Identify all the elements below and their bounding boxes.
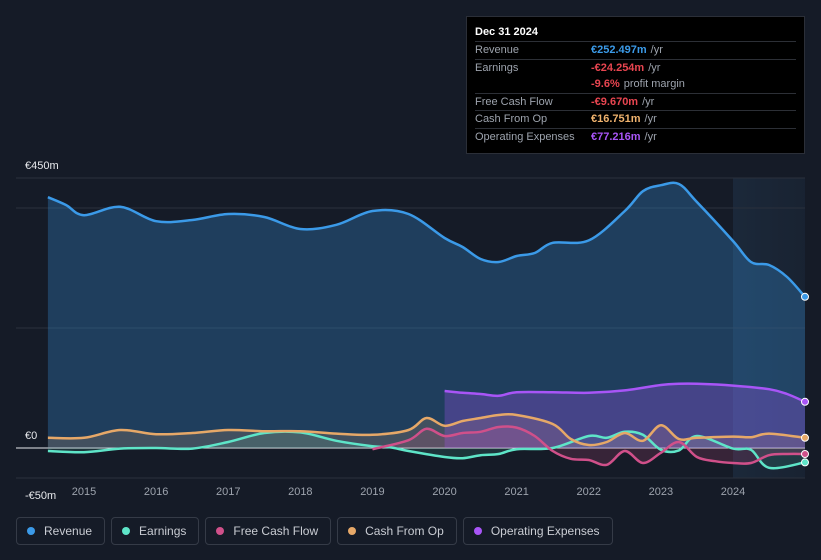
free-cash-flow-endpoint[interactable] [801,450,809,458]
legend: Revenue Earnings Free Cash Flow Cash From O… [16,517,613,545]
legend-dot-icon [27,527,35,535]
earnings-line [47,430,806,470]
tooltip-row: Operating Expenses €77.216m/yr [475,127,796,146]
legend-label: Free Cash Flow [233,524,319,538]
tooltip-row-label [475,76,591,93]
operating-expenses-area [444,383,805,448]
operating-expenses-line [444,382,806,403]
tooltip-row-label: Free Cash Flow [475,95,553,108]
tooltip-row-label: Cash From Op [475,113,548,126]
free-cash-flow-line [372,425,806,467]
tooltip-row: Cash From Op €16.751m/yr [475,110,796,128]
tooltip-row-unit: /yr [650,44,663,56]
tooltip-row-value: -€9.670m [591,95,639,108]
legend-label: Earnings [139,524,187,538]
tooltip-date: Dec 31 2024 [475,26,538,38]
tooltip-row-value: -€24.254m [591,61,645,74]
legend-label: Cash From Op [365,524,444,538]
tooltip-row: -9.6% profit margin [475,76,796,93]
operating-expenses-endpoint[interactable] [801,397,809,406]
cash-from-op-endpoint[interactable] [801,433,809,442]
legend-label: Revenue [44,524,93,538]
free-cash-flow-area [372,426,805,466]
x-tick-label: 2020 [432,486,456,498]
x-tick-label: 2023 [649,486,673,498]
revenue-area [47,182,805,448]
tooltip-row-label: Earnings [475,61,519,74]
y-tick-label: €0 [25,430,37,442]
legend-dot-icon [122,527,131,535]
legend-item-earnings[interactable]: Earnings [111,517,200,545]
x-tick-label: 2015 [72,486,96,498]
x-tick-label: 2022 [577,486,601,498]
tooltip-row: Revenue €252.497m/yr [475,41,796,59]
revenue-line [47,181,806,298]
tooltip-row-label: Revenue [475,44,520,56]
tooltip-row-unit: /yr [642,95,655,108]
x-tick-label: 2021 [504,486,528,498]
x-tick-label: 2024 [721,486,745,498]
tooltip-row: Earnings -€24.254m/yr [475,58,796,77]
x-tick-label: 2017 [216,486,240,498]
x-tick-label: 2019 [360,486,384,498]
tooltip-row-value: €252.497m [591,44,647,56]
legend-item-cash-from-op[interactable]: Cash From Op [337,517,457,545]
tooltip-row-value: €77.216m [591,130,641,143]
legend-item-free-cash-flow[interactable]: Free Cash Flow [205,517,332,545]
x-tick-label: 2016 [144,486,168,498]
earnings-endpoint[interactable] [801,458,809,467]
tooltip-row-value: -9.6% [591,78,620,91]
legend-dot-icon [216,527,225,535]
tooltip-row: Free Cash Flow -€9.670m/yr [475,92,796,111]
x-tick-label: 2018 [288,486,312,498]
revenue-endpoint[interactable] [801,292,809,301]
tooltip-row-unit: /yr [644,113,657,126]
legend-item-revenue[interactable]: Revenue [16,517,106,545]
legend-item-operating-expenses[interactable]: Operating Expenses [462,517,613,545]
y-tick-label: -€50m [25,490,56,502]
tooltip-row-value: €16.751m [591,113,641,126]
legend-dot-icon [473,527,482,535]
tooltip-row-unit: profit margin [623,78,685,91]
cash-from-op-line [47,412,806,447]
legend-dot-icon [348,527,357,535]
legend-label: Operating Expenses [490,524,600,538]
tooltip: Dec 31 2024 Revenue €252.497m/yr Earnings -… [466,16,805,154]
tooltip-row-label: Operating Expenses [475,130,575,143]
tooltip-row-unit: /yr [644,130,657,143]
tooltip-row-unit: /yr [648,61,661,74]
y-tick-label: €450m [25,160,59,172]
